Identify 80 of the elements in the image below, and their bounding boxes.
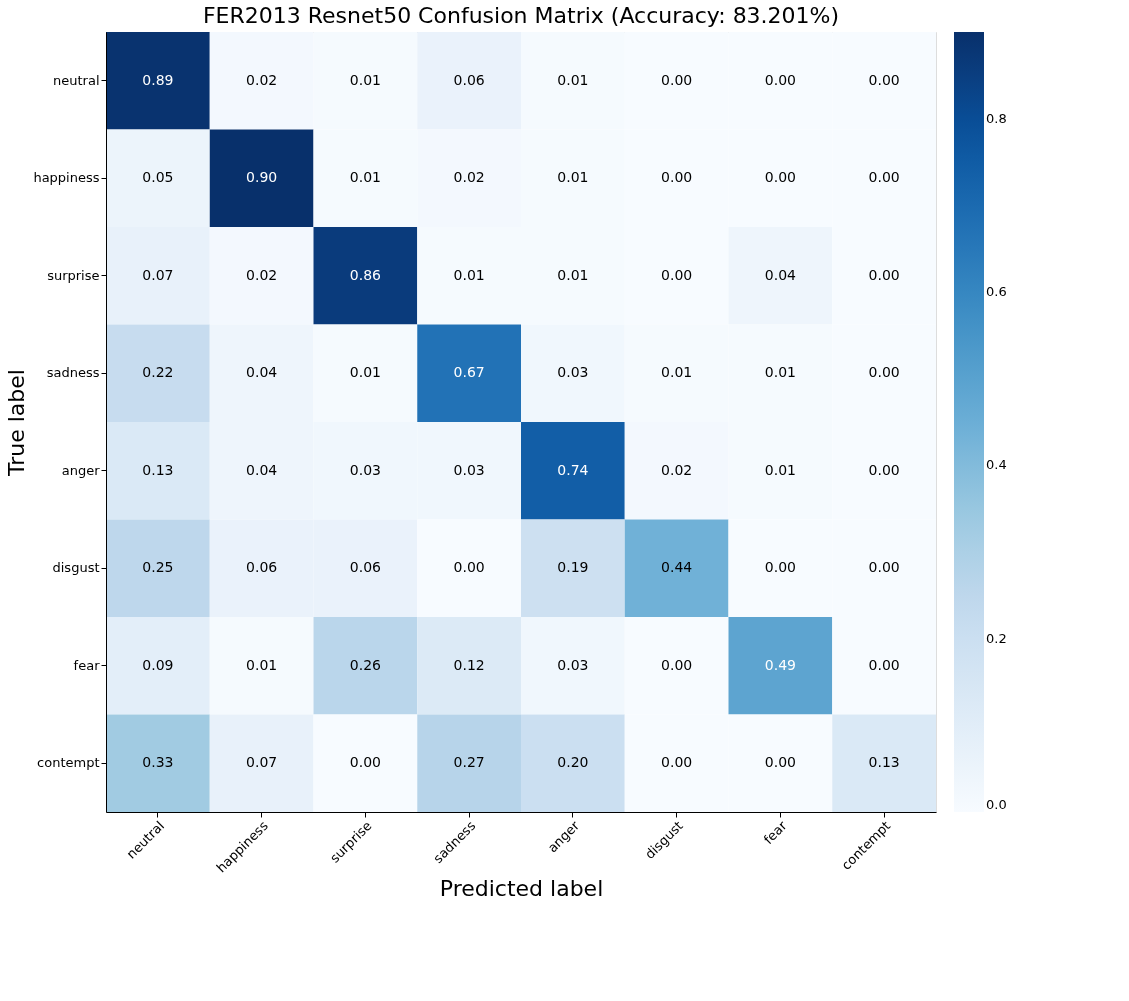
data-label: 0.00 [868,169,900,186]
y-tick-label: neutral [53,72,100,88]
data-label: 0.13 [868,754,900,771]
color-bar-label: 0.4 [986,457,1007,473]
color-bar-label: 0.6 [986,284,1007,299]
y-tick-label: anger [61,462,101,478]
data-label: 0.01 [557,71,589,88]
data-label: 0.03 [349,461,381,478]
data-label: 0.74 [557,461,589,478]
data-label: 0.01 [557,169,589,186]
data-label: 0.01 [764,461,796,478]
data-label: 0.01 [557,266,589,283]
data-label: 0.00 [349,754,381,771]
data-label: 0.04 [246,364,278,381]
data-label: 0.90 [246,169,278,186]
data-label: 0.00 [764,754,796,771]
data-label: 0.06 [349,559,382,576]
data-label: 0.05 [142,169,174,186]
data-label: 0.00 [868,71,900,88]
data-label: 0.44 [661,559,693,576]
y-tick-label: fear [73,657,101,673]
data-label: 0.04 [246,461,278,478]
data-label: 0.22 [142,364,174,381]
y-tick-label: happiness [33,170,100,186]
color-bar-label: 0.8 [986,110,1007,126]
data-label: 0.04 [764,266,797,283]
y-tick-label: disgust [52,560,100,576]
data-label: 0.00 [868,461,900,478]
data-label: 0.00 [764,559,796,576]
data-label: 0.00 [868,364,900,381]
data-label: 0.00 [661,656,693,673]
data-label: 0.06 [246,559,278,576]
data-label: 0.19 [557,559,589,576]
data-label: 0.02 [453,169,485,186]
data-label: 0.20 [557,754,589,771]
chart-title: FER2013 Resnet50 Confusion Matrix (Accuracy: 83.201%) [202,3,840,28]
data-label: 0.13 [142,461,174,478]
data-label: 0.07 [246,754,278,771]
data-label: 0.33 [142,754,174,771]
data-label: 0.02 [246,266,278,283]
data-label: 0.00 [868,559,900,576]
data-label: 0.67 [453,364,485,381]
data-label: 0.01 [246,656,278,673]
data-label: 0.01 [661,364,693,381]
color-bar-label: 0.0 [986,797,1007,812]
data-label: 0.26 [349,656,382,673]
data-label: 0.00 [661,169,693,186]
data-label: 0.01 [349,364,381,381]
data-label: 0.25 [142,559,174,576]
data-label: 0.02 [661,461,693,478]
data-label: 0.01 [349,169,381,186]
data-label: 0.03 [557,656,589,673]
data-label: 0.00 [764,169,796,186]
data-label: 0.02 [246,71,278,88]
color-bar-label: 0.2 [986,630,1007,646]
data-label: 0.00 [661,266,693,283]
data-label: 0.49 [764,656,796,673]
y-tick-label: contempt [37,755,100,771]
data-label: 0.06 [453,71,485,88]
data-label: 0.00 [764,71,796,88]
y-axis-title: True label [4,369,30,477]
data-label: 0.01 [764,364,796,381]
data-label: 0.12 [453,656,485,673]
y-tick-label: sadness [46,365,100,381]
data-label: 0.01 [453,266,485,283]
data-label: 0.89 [142,71,174,88]
data-label: 0.00 [661,71,693,88]
data-label: 0.03 [557,364,589,381]
data-label: 0.03 [453,461,485,478]
data-label: 0.86 [349,266,382,283]
y-tick-label: surprise [47,267,100,283]
data-label: 0.07 [142,266,174,283]
data-label: 0.00 [868,266,900,283]
data-label: 0.00 [868,656,900,673]
data-label: 0.09 [142,656,174,673]
data-label: 0.00 [453,559,485,576]
data-label: 0.00 [661,754,693,771]
data-label: 0.27 [453,754,485,771]
data-label: 0.01 [349,71,381,88]
x-axis-title: Predicted label [439,876,604,902]
